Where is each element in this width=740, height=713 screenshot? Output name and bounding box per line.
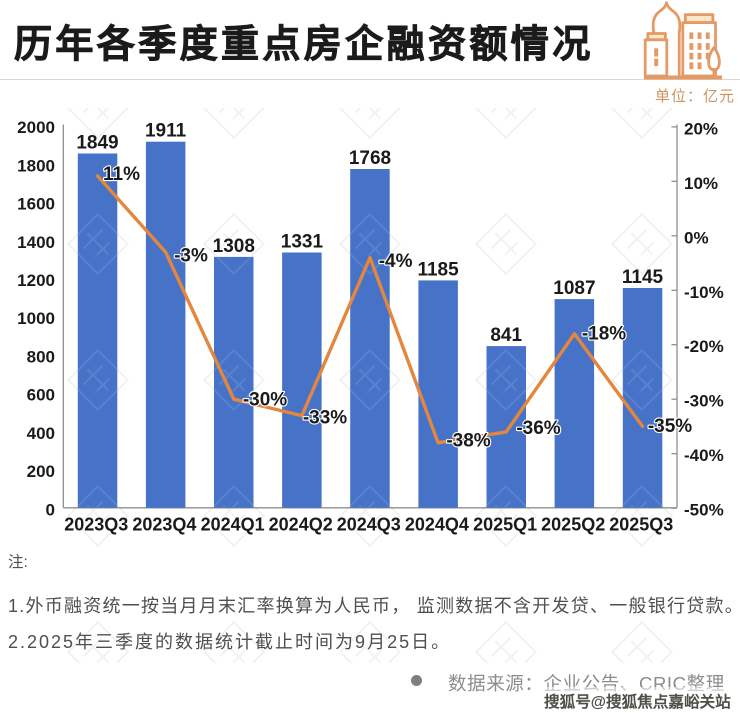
svg-text:2000: 2000 <box>17 118 55 137</box>
svg-text:800: 800 <box>27 348 55 367</box>
svg-text:200: 200 <box>27 462 55 481</box>
svg-text:-10%: -10% <box>684 283 724 302</box>
svg-text:2024Q2: 2024Q2 <box>269 515 333 535</box>
svg-text:1800: 1800 <box>17 156 55 175</box>
svg-text:1768: 1768 <box>349 148 391 169</box>
svg-text:2024Q4: 2024Q4 <box>405 515 469 535</box>
svg-text:0: 0 <box>46 500 55 519</box>
svg-text:2025Q1: 2025Q1 <box>473 515 537 535</box>
svg-text:-4%: -4% <box>379 251 413 272</box>
svg-text:1145: 1145 <box>622 267 664 288</box>
svg-text:-33%: -33% <box>303 408 347 429</box>
svg-text:600: 600 <box>27 386 55 405</box>
svg-text:-50%: -50% <box>684 501 724 520</box>
svg-text:-38%: -38% <box>446 431 490 452</box>
svg-text:1849: 1849 <box>76 133 118 154</box>
svg-text:-35%: -35% <box>648 416 692 437</box>
svg-text:1000: 1000 <box>17 309 55 328</box>
svg-text:1331: 1331 <box>281 232 324 253</box>
svg-text:1185: 1185 <box>417 259 459 280</box>
svg-text:841: 841 <box>490 325 522 346</box>
svg-text:1308: 1308 <box>213 236 255 257</box>
svg-text:11%: 11% <box>103 164 140 185</box>
svg-text:2024Q1: 2024Q1 <box>201 515 265 535</box>
svg-text:0%: 0% <box>684 228 709 247</box>
svg-text:400: 400 <box>27 424 55 443</box>
svg-text:-30%: -30% <box>684 392 724 411</box>
svg-text:-30%: -30% <box>243 390 287 411</box>
svg-text:1600: 1600 <box>17 195 55 214</box>
svg-text:2025Q2: 2025Q2 <box>541 515 605 535</box>
svg-text:2023Q3: 2023Q3 <box>64 515 128 535</box>
svg-text:2025Q3: 2025Q3 <box>609 515 673 535</box>
svg-text:-3%: -3% <box>174 246 208 267</box>
svg-text:-20%: -20% <box>684 337 724 356</box>
svg-text:1400: 1400 <box>17 233 55 252</box>
svg-text:2024Q3: 2024Q3 <box>337 515 401 535</box>
svg-text:1087: 1087 <box>553 278 595 299</box>
svg-text:-18%: -18% <box>582 324 626 345</box>
svg-text:10%: 10% <box>684 174 718 193</box>
svg-text:-36%: -36% <box>516 418 560 439</box>
svg-text:20%: 20% <box>684 119 718 138</box>
svg-text:-40%: -40% <box>684 446 724 465</box>
svg-text:1911: 1911 <box>145 121 187 142</box>
svg-text:1200: 1200 <box>17 271 55 290</box>
svg-text:2023Q4: 2023Q4 <box>132 515 196 535</box>
